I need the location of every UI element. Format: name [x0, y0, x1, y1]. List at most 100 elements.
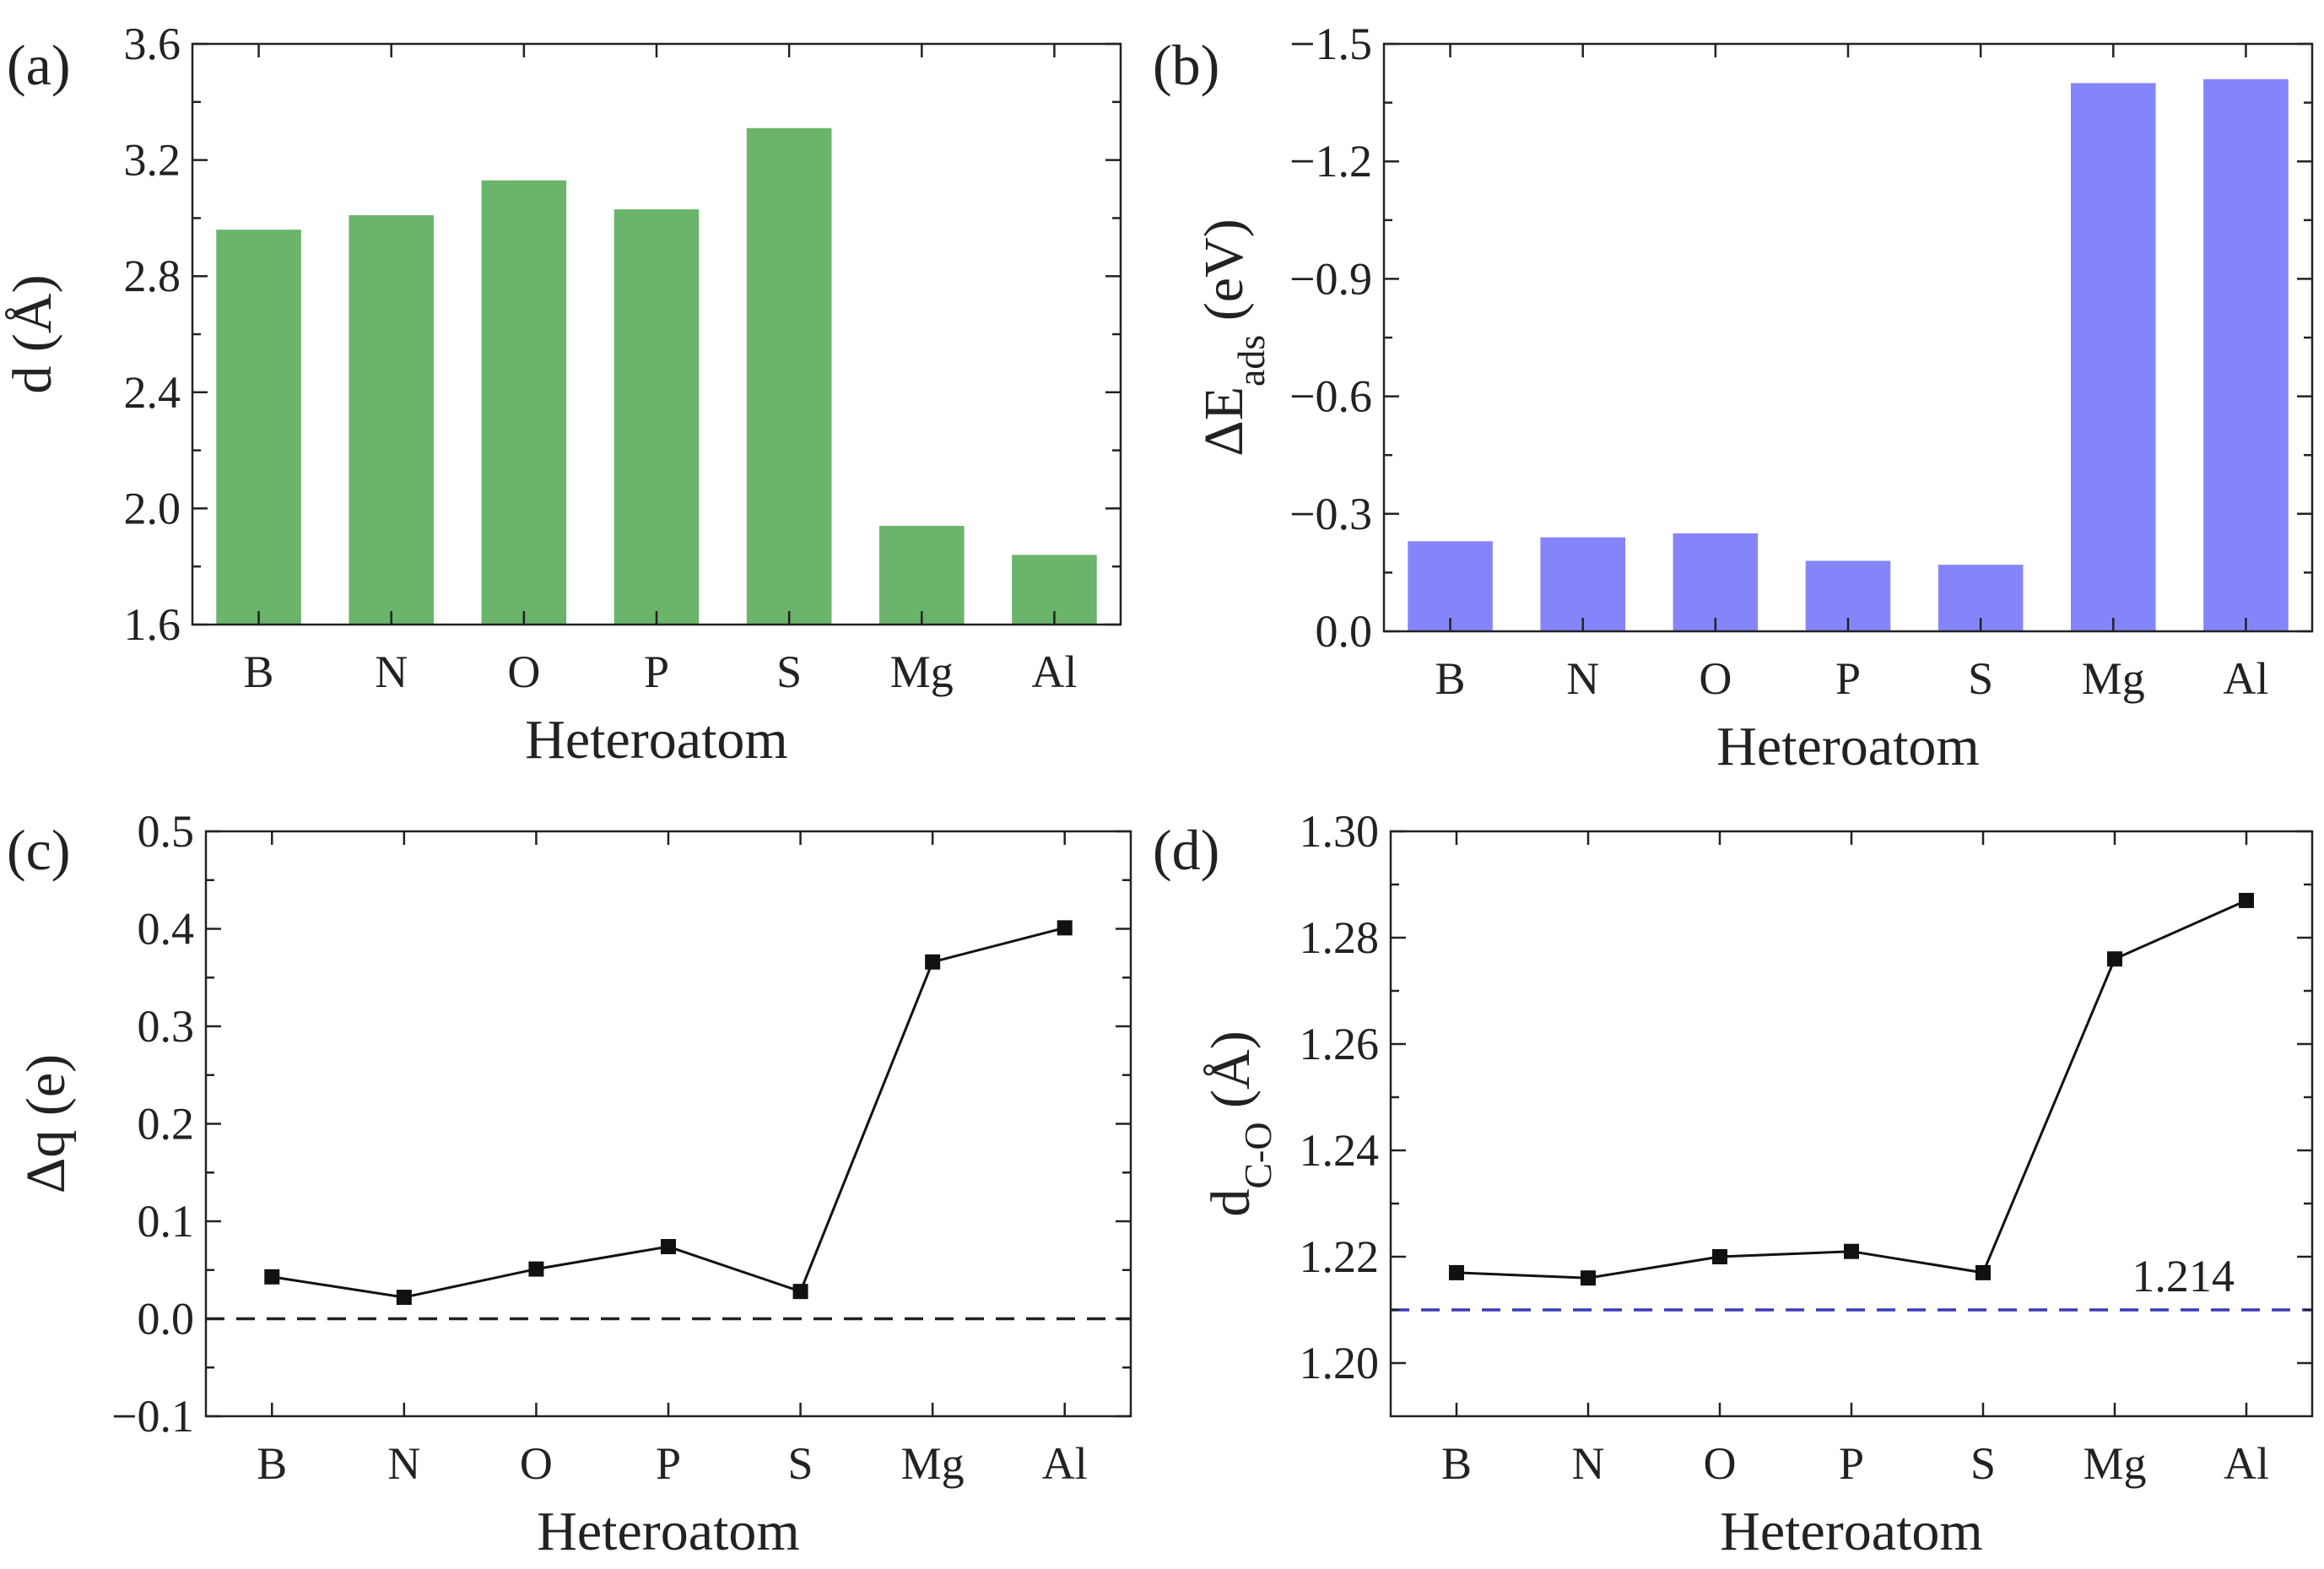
- x-tick-label: B: [244, 647, 274, 697]
- bar-P: [613, 209, 700, 625]
- x-tick-label: B: [1441, 1438, 1472, 1489]
- x-tick-label: N: [387, 1438, 420, 1489]
- y-axis-title-unit: (Å): [1200, 1031, 1262, 1122]
- y-tick-label: 0.5: [138, 806, 195, 857]
- y-axis-title: Δq (e): [15, 1054, 77, 1193]
- y-axis-title-main: ΔE: [1193, 387, 1255, 457]
- y-tick-label: 2.8: [124, 251, 181, 301]
- panel-label: (c): [7, 818, 70, 882]
- y-tick-label: −0.9: [1289, 253, 1372, 304]
- y-tick-label: 1.20: [1300, 1338, 1380, 1388]
- x-tick-label: N: [375, 647, 408, 697]
- y-tick-label: −1.5: [1289, 19, 1372, 69]
- x-axis-title: Heteroatom: [1716, 716, 1980, 777]
- x-tick-label: P: [656, 1438, 681, 1489]
- point-Al: [2239, 892, 2254, 908]
- y-axis-title-subscript: C-O: [1236, 1122, 1279, 1188]
- x-tick-label: Mg: [890, 647, 954, 697]
- y-axis-title: dC-O (Å): [1200, 1031, 1279, 1216]
- x-tick-label: Al: [1031, 647, 1077, 697]
- x-tick-label: N: [1566, 653, 1599, 704]
- point-S: [792, 1284, 808, 1300]
- x-tick-label: O: [1699, 653, 1732, 704]
- panel-a: 1.6 2.0 2.4 2.8 3.2 3.6 B N O P S Mg Al Heteroatom d (…: [2, 19, 1122, 771]
- y-axis-title-subscript: ads: [1230, 335, 1273, 387]
- panel-label: (b): [1153, 33, 1219, 97]
- point-N: [396, 1290, 412, 1306]
- x-axis-title: Heteroatom: [537, 1501, 800, 1562]
- x-tick-label: Mg: [2082, 653, 2145, 704]
- bar-N: [1540, 537, 1625, 631]
- x-tick-label: Mg: [2083, 1438, 2146, 1489]
- bar-Mg: [2071, 83, 2156, 631]
- panel-label: (d): [1153, 818, 1219, 882]
- x-tick-label: O: [1704, 1438, 1737, 1489]
- x-tick-label: O: [507, 647, 540, 697]
- y-tick-label: 0.2: [138, 1099, 195, 1150]
- y-tick-label: 3.6: [124, 19, 181, 69]
- y-tick-label: 1.22: [1300, 1231, 1380, 1282]
- point-Mg: [925, 954, 941, 970]
- y-tick-label: 1.28: [1300, 912, 1380, 963]
- y-tick-label: 3.2: [124, 135, 181, 186]
- y-tick-label: 0.0: [138, 1294, 195, 1344]
- point-P: [1844, 1243, 1859, 1259]
- reference-line-label: 1.214: [2132, 1251, 2235, 1301]
- x-tick-label: B: [257, 1438, 287, 1489]
- x-tick-label: S: [1970, 1438, 1996, 1489]
- panel-c: −0.1 0.0 0.1 0.2 0.3 0.4 0.5 B N O P S Mg Al Heteroato…: [7, 806, 1132, 1562]
- y-axis-title: ΔEads (eV): [1193, 219, 1273, 457]
- y-tick-label: 0.1: [138, 1196, 195, 1247]
- plot-frame: [1389, 830, 2314, 1418]
- panel-d: 1.214 1.20 1.22 1.24 1.26 1.28 1.30 B N O P S Mg Al He…: [1153, 806, 2314, 1562]
- bar-B: [216, 230, 301, 625]
- bar-O: [481, 180, 567, 625]
- x-tick-label: S: [776, 647, 802, 697]
- panel-b: 0.0 −0.3 −0.6 −0.9 −1.2 −1.5 B N O P S Mg Al Heteroat…: [1153, 19, 2314, 777]
- bar-N: [349, 214, 434, 625]
- bar-Mg: [879, 526, 965, 625]
- x-tick-label: P: [644, 647, 669, 697]
- plot-frame: [1382, 42, 2314, 633]
- y-tick-label: 1.30: [1300, 806, 1380, 857]
- y-tick-label: 2.4: [124, 367, 181, 418]
- y-axis-title: d (Å): [2, 274, 63, 393]
- bar-Al: [2203, 78, 2289, 631]
- x-tick-label: Al: [2224, 1438, 2269, 1489]
- x-tick-label: P: [1835, 653, 1861, 704]
- point-S: [1975, 1264, 1991, 1280]
- bar-B: [1408, 541, 1493, 631]
- y-tick-label: 0.3: [138, 1001, 195, 1052]
- x-tick-label: Al: [1042, 1438, 1088, 1489]
- bar-O: [1673, 533, 1759, 631]
- y-axis-title-unit: (eV): [1193, 219, 1255, 334]
- x-tick-label: S: [788, 1438, 813, 1489]
- x-tick-label: Mg: [901, 1438, 965, 1489]
- x-tick-label: O: [520, 1438, 553, 1489]
- y-tick-label: −0.6: [1289, 371, 1372, 422]
- point-Mg: [2107, 951, 2122, 967]
- y-tick-label: 2.0: [124, 483, 181, 533]
- x-tick-label: B: [1435, 653, 1466, 704]
- y-tick-label: 1.6: [124, 599, 181, 650]
- x-tick-label: Al: [2223, 653, 2268, 704]
- x-axis-title: Heteroatom: [525, 709, 788, 771]
- y-tick-label: −0.1: [111, 1391, 194, 1442]
- x-axis-title: Heteroatom: [1720, 1501, 1983, 1562]
- point-O: [528, 1261, 544, 1277]
- point-N: [1581, 1270, 1596, 1286]
- point-Al: [1057, 920, 1073, 936]
- y-tick-label: 1.24: [1300, 1125, 1380, 1176]
- series-line: [1456, 899, 2247, 1280]
- point-P: [661, 1239, 676, 1255]
- y-axis-title-main: d: [1200, 1189, 1262, 1217]
- y-tick-label: 0.4: [138, 904, 195, 955]
- point-O: [1712, 1249, 1727, 1264]
- y-tick-label: −1.2: [1289, 136, 1372, 187]
- y-tick-label: −0.3: [1289, 489, 1372, 539]
- point-B: [264, 1269, 280, 1285]
- bar-S: [746, 127, 832, 625]
- x-tick-label: N: [1572, 1438, 1605, 1489]
- point-B: [1449, 1264, 1464, 1280]
